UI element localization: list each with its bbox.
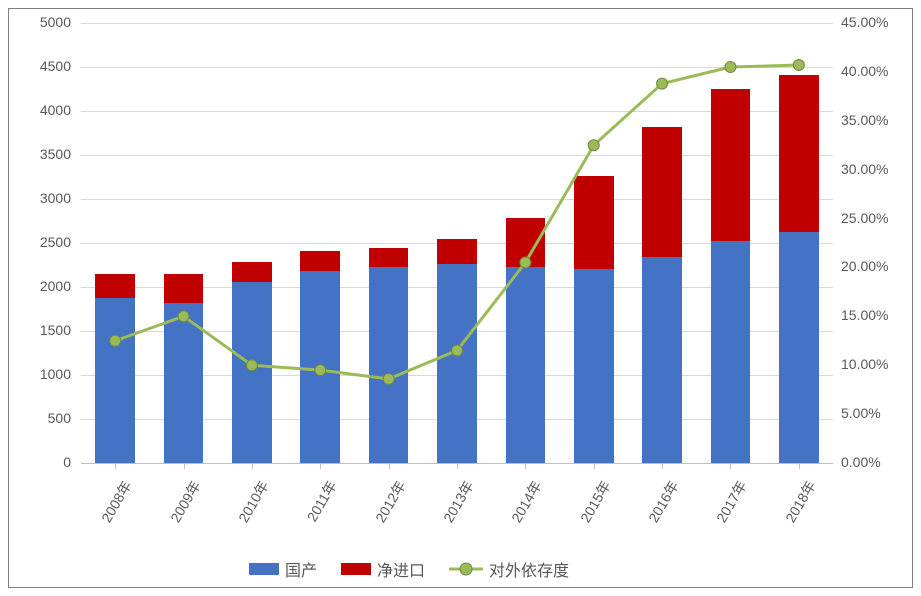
y-left-tick: 3500 [15,146,71,162]
legend-item-dependency: 对外依存度 [449,557,569,581]
plot-area [81,23,833,463]
y-left-tick: 1500 [15,322,71,338]
legend-label-dependency: 对外依存度 [489,557,569,581]
y-right-tick: 20.00% [841,258,888,274]
x-tick-mark [594,463,595,469]
legend-item-domestic: 国产 [249,557,317,581]
line-series [81,23,833,463]
x-tick-mark [389,463,390,469]
x-tick-label: 2008年 [97,477,137,526]
legend-swatch-netimport [341,563,371,575]
x-tick-label: 2018年 [780,477,820,526]
y-right-tick: 5.00% [841,405,881,421]
y-right-tick: 0.00% [841,454,881,470]
y-right-tick: 40.00% [841,63,888,79]
chart-frame: 国产 净进口 对外依存度 0 500 1000 1500 2000 2500 3000 350… [8,8,913,588]
y-left-tick: 1000 [15,366,71,382]
legend-line-dependency [449,562,483,576]
y-left-tick: 3000 [15,190,71,206]
y-right-tick: 45.00% [841,14,888,30]
legend: 国产 净进口 对外依存度 [249,557,569,581]
x-tick-label: 2011年 [302,477,341,525]
x-tick-label: 2013年 [438,477,478,526]
x-tick-mark [184,463,185,469]
y-left-tick: 5000 [15,14,71,30]
x-tick-label: 2010年 [233,477,273,526]
x-tick-mark [320,463,321,469]
x-tick-label: 2009年 [165,477,205,526]
x-tick-label: 2017年 [712,477,752,526]
x-tick-label: 2014年 [507,477,547,526]
y-right-tick: 25.00% [841,210,888,226]
x-tick-mark [252,463,253,469]
x-tick-mark [662,463,663,469]
legend-label-netimport: 净进口 [377,557,425,581]
y-left-tick: 4500 [15,58,71,74]
x-tick-mark [115,463,116,469]
y-left-tick: 2000 [15,278,71,294]
x-tick-mark [525,463,526,469]
y-left-tick: 4000 [15,102,71,118]
y-right-tick: 15.00% [841,307,888,323]
y-left-tick: 0 [15,454,71,470]
y-right-tick: 35.00% [841,112,888,128]
x-tick-mark [457,463,458,469]
x-tick-mark [799,463,800,469]
x-tick-label: 2016年 [644,477,684,526]
legend-swatch-domestic [249,563,279,575]
legend-item-netimport: 净进口 [341,557,425,581]
x-tick-label: 2015年 [575,477,615,526]
x-tick-label: 2012年 [370,477,410,526]
y-right-tick: 10.00% [841,356,888,372]
legend-label-domestic: 国产 [285,557,317,581]
x-tick-mark [730,463,731,469]
y-right-tick: 30.00% [841,161,888,177]
y-left-tick: 2500 [15,234,71,250]
y-left-tick: 500 [15,410,71,426]
